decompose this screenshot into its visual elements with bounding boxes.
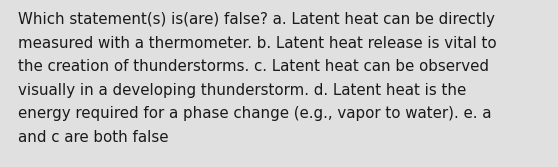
Text: the creation of thunderstorms. c. Latent heat can be observed: the creation of thunderstorms. c. Latent… <box>18 59 489 74</box>
Text: measured with a thermometer. b. Latent heat release is vital to: measured with a thermometer. b. Latent h… <box>18 36 497 51</box>
Text: Which statement(s) is(are) false? a. Latent heat can be directly: Which statement(s) is(are) false? a. Lat… <box>18 12 495 27</box>
Text: and c are both false: and c are both false <box>18 130 169 145</box>
Text: visually in a developing thunderstorm. d. Latent heat is the: visually in a developing thunderstorm. d… <box>18 83 466 98</box>
Text: energy required for a phase change (e.g., vapor to water). e. a: energy required for a phase change (e.g.… <box>18 106 492 121</box>
